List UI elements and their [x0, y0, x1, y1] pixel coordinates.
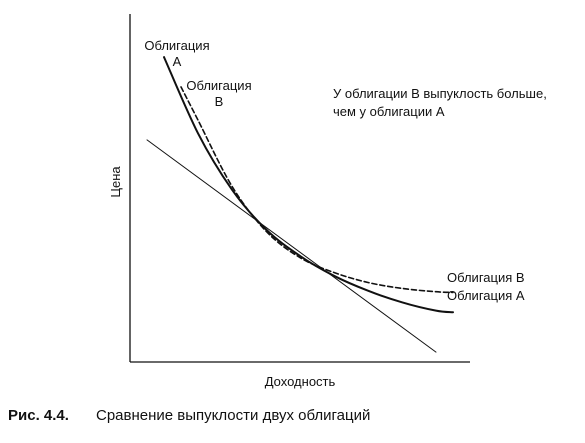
series-b-curve — [180, 86, 454, 294]
series-b-top-label: Облигация В — [186, 78, 251, 109]
caption-text: Сравнение выпуклости двух облигаций — [96, 407, 370, 424]
series-a-curve — [163, 56, 454, 314]
annotation-line1: У облигации В выпуклость больше, — [333, 86, 547, 101]
series-b-top-label-line2: В — [215, 94, 224, 109]
series-b-top-label-line1: Облигация — [186, 78, 251, 93]
series-layer — [146, 56, 454, 353]
series-a-top-label-line1: Облигация — [144, 38, 209, 53]
x-axis-label: Доходность — [265, 374, 336, 389]
caption-number: Рис. 4.4. — [8, 407, 69, 424]
series-b-end-label: Облигация В — [447, 270, 525, 285]
series-a-end-label: Облигация А — [447, 288, 525, 303]
series-a-top-label-line2: А — [173, 54, 182, 69]
tangent-line — [146, 139, 437, 353]
annotation-line2: чем у облигации А — [333, 104, 445, 119]
y-axis-label: Цена — [108, 166, 123, 198]
series-a-top-label: Облигация А — [144, 38, 209, 69]
axes — [129, 14, 470, 363]
figure-caption: Рис. 4.4. Сравнение выпуклости двух обли… — [8, 407, 370, 424]
